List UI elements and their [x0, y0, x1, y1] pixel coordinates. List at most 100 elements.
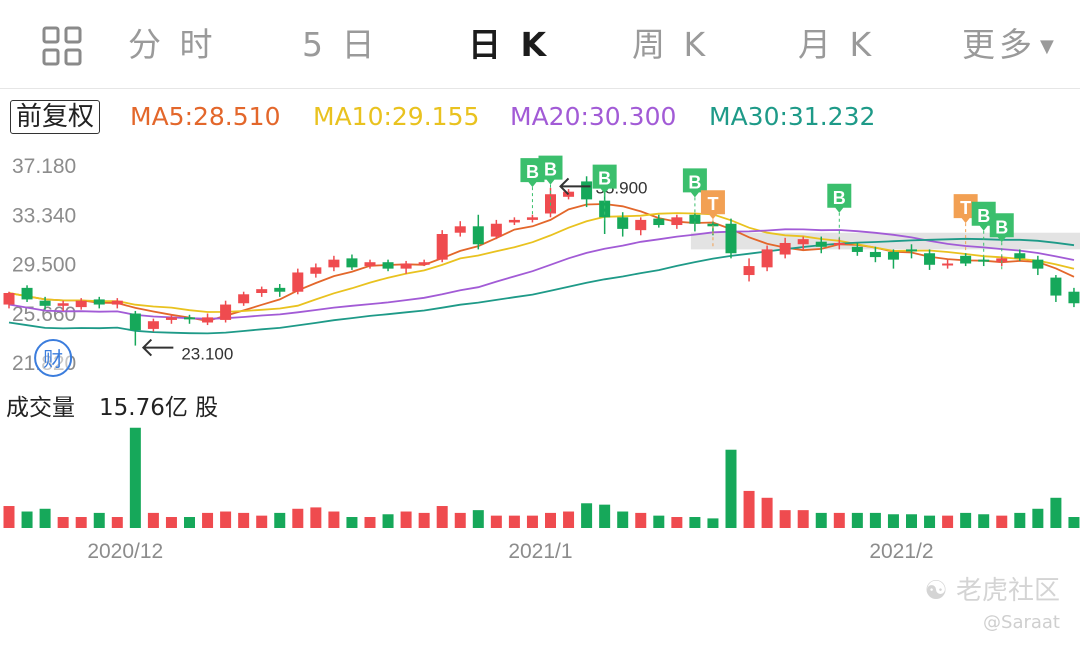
watermark-user: @Saraat [983, 612, 1060, 633]
volume-bar [1068, 517, 1080, 528]
price-adjust-button[interactable]: 前复权 [10, 100, 101, 134]
candle-body [707, 223, 719, 227]
volume-bar [364, 517, 376, 528]
volume-bar [924, 515, 936, 528]
tab-more[interactable]: 更多 ▼ [962, 22, 1054, 68]
ma5-line [8, 203, 1075, 322]
trade-marker-badge [971, 201, 996, 231]
candle-body [328, 259, 340, 268]
trade-marker-badge [989, 213, 1014, 243]
candle-body [147, 321, 159, 329]
buy-marker-label: B [995, 217, 1008, 237]
volume-bar [581, 503, 593, 528]
volume-bar [563, 511, 575, 528]
volume-bar [617, 511, 629, 528]
candle-body [725, 223, 737, 254]
candle-body [1050, 277, 1062, 296]
volume-bar [526, 515, 538, 528]
candle-body [346, 258, 358, 268]
chevron-down-icon: ▼ [1040, 35, 1054, 57]
candle-body [869, 251, 881, 258]
buy-marker-label: B [833, 188, 846, 208]
volume-bar [436, 506, 448, 528]
volume-bar [111, 517, 123, 528]
candle-body [1032, 259, 1044, 269]
candle-body [942, 263, 954, 266]
volume-bar [545, 512, 556, 528]
candle-body [472, 226, 484, 245]
candle-body [57, 303, 69, 306]
candle-body [165, 317, 177, 320]
candle-body [292, 272, 304, 292]
volume-bar [779, 510, 791, 528]
volume-bar [887, 514, 899, 528]
y-tick-label: 29.500 [12, 254, 76, 277]
ma20-label: MA20:30.300 [510, 102, 677, 131]
volume-bar [1050, 497, 1062, 528]
volume-bar [346, 517, 358, 528]
buy-marker-label: B [977, 206, 990, 226]
volume-bar [256, 515, 268, 528]
buy-marker-label: B [544, 160, 557, 180]
watermark-text: 老虎社区 [955, 576, 1060, 606]
volume-bar [220, 511, 232, 528]
trade-marker-badge [827, 183, 852, 213]
tab-intraday[interactable]: 分 时 [128, 25, 217, 64]
candle-body [960, 255, 972, 264]
candle-body [526, 217, 538, 220]
max-price-arrow [559, 177, 591, 196]
volume-bar [743, 490, 755, 528]
candle-body [3, 292, 15, 305]
volume-bar [635, 512, 647, 528]
x-tick-label: 2021/2 [869, 540, 933, 563]
volume-bar [147, 512, 159, 528]
volume-bar [689, 517, 701, 528]
volume-bar [75, 517, 87, 528]
volume-bar [996, 515, 1008, 528]
volume-bar [761, 497, 773, 528]
tab-daily-k[interactable]: 日 K [468, 25, 551, 64]
volume-value: 15.76亿 股 [99, 395, 219, 421]
ma30-label: MA30:31.232 [709, 102, 876, 131]
tiger-logo-icon: ☯ [924, 576, 948, 606]
trade-marker-badge [682, 168, 707, 198]
candle-body [671, 217, 683, 226]
ma30-line [8, 237, 1075, 335]
volume-bar [671, 517, 683, 528]
tab-5-day[interactable]: 5 日 [302, 25, 379, 64]
candle-body [382, 262, 394, 269]
volume-bar [978, 514, 990, 528]
volume-bar [1014, 512, 1026, 528]
trade-marker-badge [538, 155, 563, 185]
volume-bar [129, 427, 141, 528]
candle-body [779, 242, 791, 255]
tab-weekly-k[interactable]: 周 K [632, 25, 710, 64]
volume-bar [3, 506, 15, 528]
ma5-label: MA5:28.510 [130, 102, 281, 131]
candle-body [851, 246, 863, 252]
volume-bar [797, 510, 809, 528]
tab-monthly-k[interactable]: 月 K [798, 25, 876, 64]
candle-body [1014, 253, 1026, 259]
candle-body [364, 262, 376, 267]
y-tick-label: 33.340 [12, 204, 76, 227]
earnings-badge-label: 财 [43, 347, 63, 371]
t-marker-label: T [960, 198, 971, 218]
volume-bar [310, 507, 322, 528]
grid-icon[interactable] [42, 26, 82, 66]
candle-body [184, 317, 195, 320]
candle-body [436, 234, 448, 260]
candle-body [400, 263, 412, 269]
volume-bar [906, 514, 917, 528]
candle-body [1068, 291, 1080, 304]
volume-bar [93, 512, 105, 528]
candle-body [815, 241, 827, 247]
volume-bar [21, 511, 33, 528]
candle-body [418, 262, 430, 265]
ma10-line [8, 212, 1075, 313]
candle-body [689, 214, 701, 224]
volume-bar [1032, 508, 1044, 528]
min-price-arrow [141, 338, 174, 357]
volume-bar [292, 508, 304, 528]
